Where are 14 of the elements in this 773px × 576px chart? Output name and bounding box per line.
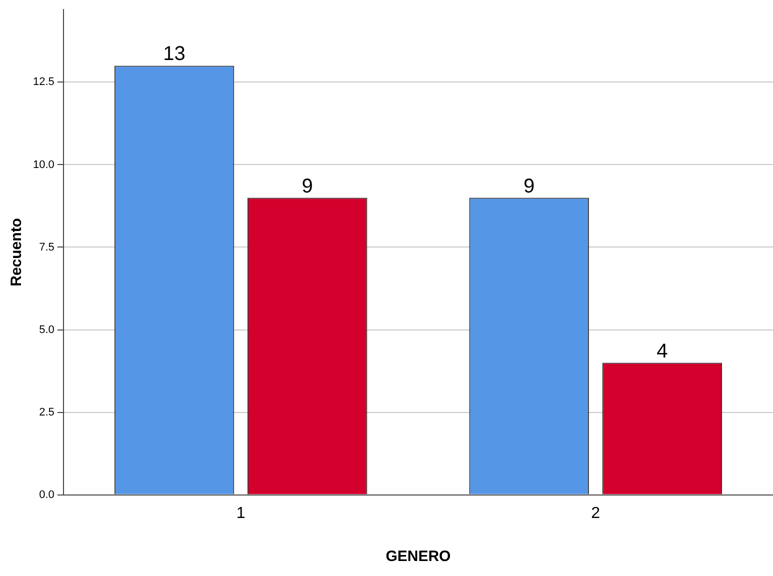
x-tick-label: 1 bbox=[236, 504, 246, 522]
y-tick-label: 12.5 bbox=[32, 76, 54, 88]
y-tick-label: 10.0 bbox=[32, 158, 54, 171]
y-tick-label: 5.0 bbox=[39, 324, 54, 336]
y-tick-label: 2.5 bbox=[39, 406, 54, 418]
y-tick-label: 0.0 bbox=[39, 488, 54, 501]
data-label: 9 bbox=[302, 175, 313, 198]
y-axis-title: Recuento bbox=[8, 218, 26, 286]
data-label: 13 bbox=[163, 43, 186, 66]
data-label: 4 bbox=[656, 340, 668, 362]
data-label: 9 bbox=[524, 175, 535, 198]
y-tick-label: 7.5 bbox=[39, 241, 54, 254]
x-tick-label: 2 bbox=[591, 504, 600, 522]
x-axis-title: GENERO bbox=[386, 548, 452, 566]
